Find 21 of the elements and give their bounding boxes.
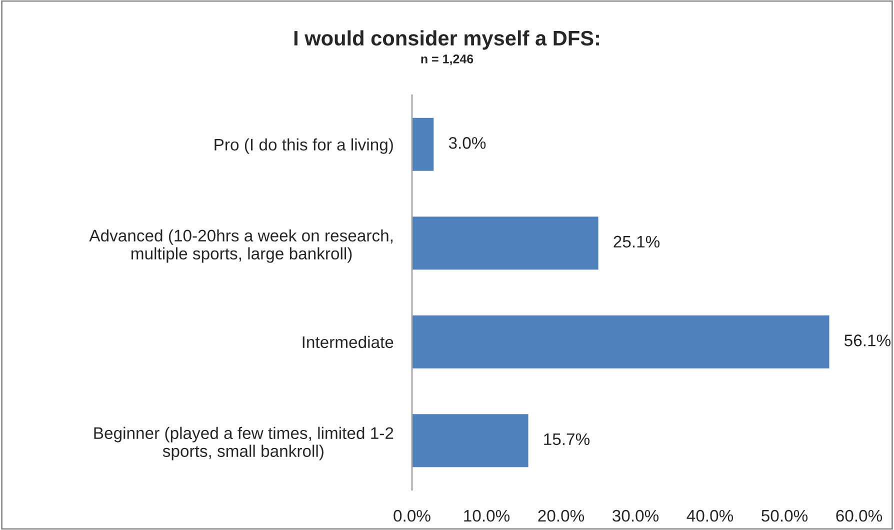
bar — [412, 412, 530, 468]
x-tick-label: 30.0% — [612, 510, 659, 522]
x-tick-label: 40.0% — [686, 510, 734, 522]
chart-subtitle: n = 1,246 — [421, 54, 474, 66]
data-label: 25.1% — [614, 236, 660, 248]
data-label: 56.1% — [844, 334, 890, 346]
y-tick-label: Beginner (played a few times, limited 1-2 sports, small bankroll) — [94, 426, 394, 460]
data-label: 3.0% — [448, 137, 486, 149]
data-label: 15.7% — [544, 433, 590, 446]
chart-title: I would consider myself a DFS: — [294, 30, 599, 50]
bar — [412, 314, 831, 370]
x-tick-label: 10.0% — [464, 510, 510, 522]
bar — [412, 116, 436, 172]
y-tick-label: Advanced (10-20hrs a week on research, multiple sports, large bankroll) — [89, 229, 392, 263]
y-tick-label: Pro (I do this for a living) — [214, 138, 393, 154]
x-tick-label: 60.0% — [836, 510, 882, 522]
bar — [412, 215, 600, 271]
x-tick-label: 20.0% — [538, 510, 584, 522]
x-tick-label: 0.0% — [394, 510, 430, 522]
x-tick-label: 50.0% — [762, 510, 808, 522]
y-tick-label: Intermediate — [302, 336, 394, 348]
